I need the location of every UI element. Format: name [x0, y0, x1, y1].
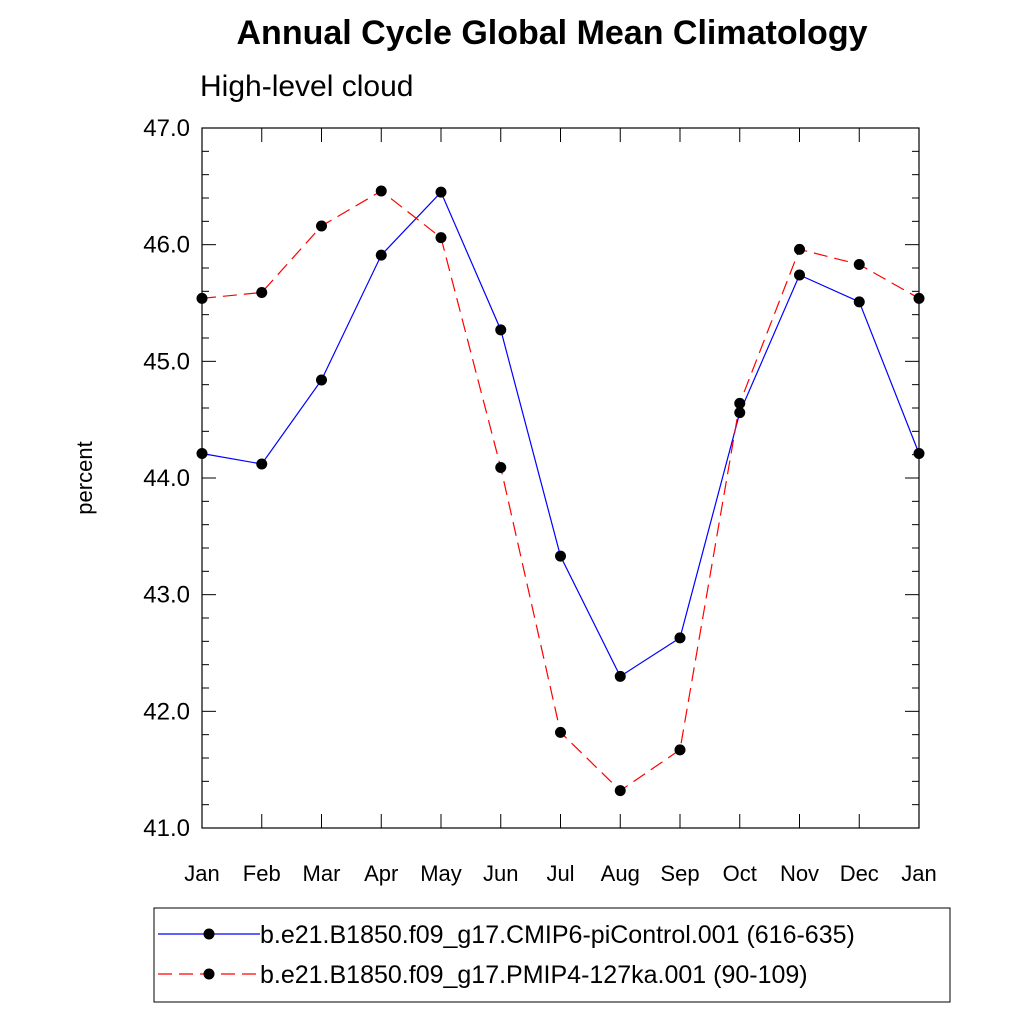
series-2-point	[316, 220, 327, 232]
legend-marker-2	[203, 968, 215, 980]
x-tick-label: Dec	[840, 861, 879, 886]
x-tick-label: Jan	[184, 861, 219, 886]
series-line-1	[201, 191, 920, 678]
series-2-point	[196, 292, 208, 304]
legend-marker-1	[203, 928, 215, 940]
series-1-point	[196, 448, 208, 459]
series-1-point	[734, 407, 746, 419]
series-1-point	[316, 374, 327, 386]
series-1-point	[913, 448, 925, 459]
x-tick-label: Jul	[546, 861, 574, 886]
series-2-point	[495, 462, 507, 473]
series-1-point	[435, 186, 447, 198]
series-2-point	[375, 185, 387, 197]
series-2-point	[853, 259, 865, 270]
series-2-point	[674, 744, 686, 756]
y-tick-label: 45.0	[143, 348, 190, 375]
series-1-point	[375, 249, 387, 261]
series-2-point	[435, 232, 447, 244]
series-1-point	[614, 670, 626, 682]
x-tick-label: Mar	[303, 861, 341, 886]
x-tick-label: Jan	[901, 861, 936, 886]
series-1-point	[674, 632, 686, 644]
series-2-point	[913, 292, 925, 304]
x-tick-label: Feb	[243, 861, 281, 886]
series-1-point	[794, 269, 805, 281]
legend-label-1: b.e21.B1850.f09_g17.CMIP6-piControl.001 …	[260, 921, 855, 949]
series-2-point	[794, 243, 805, 255]
series-2-point	[555, 726, 566, 738]
y-tick-label: 44.0	[143, 465, 190, 492]
y-tick-label: 46.0	[143, 232, 190, 259]
series-2-point	[256, 287, 268, 298]
y-tick-label: 41.0	[143, 815, 190, 842]
x-tick-label: Sep	[660, 861, 699, 886]
series-1-point	[853, 296, 865, 308]
legend-label-2: b.e21.B1850.f09_g17.PMIP4-127ka.001 (90-…	[260, 961, 808, 989]
series-2-point	[614, 785, 626, 797]
x-tick-label: May	[420, 861, 462, 886]
y-tick-label: 47.0	[143, 115, 190, 142]
series-1-point	[256, 458, 268, 470]
x-tick-label: Jun	[483, 861, 518, 886]
series-1-point	[495, 324, 507, 336]
chart-title: Annual Cycle Global Mean Climatology	[236, 14, 868, 52]
chart-subtitle: High-level cloud	[200, 70, 414, 103]
y-tick-label: 43.0	[143, 582, 190, 609]
y-tick-label: 42.0	[143, 698, 190, 725]
series-1-point	[555, 550, 566, 562]
plot-frame	[201, 127, 920, 829]
legend-box	[153, 907, 951, 1003]
series-2-point	[734, 397, 746, 409]
x-tick-label: Nov	[780, 861, 819, 886]
x-tick-label: Apr	[364, 861, 398, 886]
x-tick-label: Aug	[601, 861, 640, 886]
x-tick-label: Oct	[723, 861, 757, 886]
